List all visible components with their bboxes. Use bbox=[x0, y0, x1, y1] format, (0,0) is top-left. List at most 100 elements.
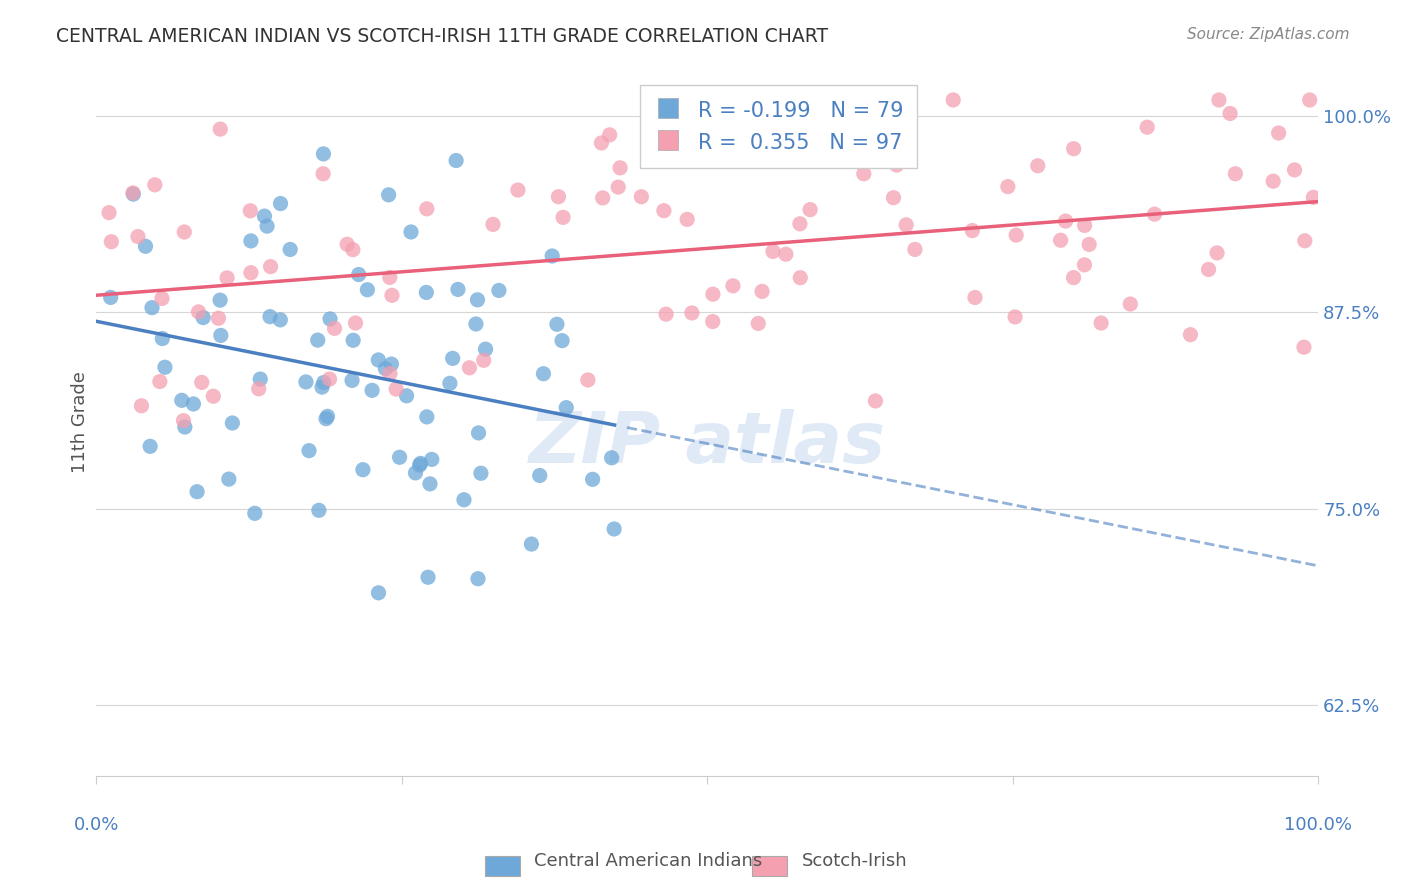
Point bbox=[217, 270, 239, 285]
Point bbox=[904, 243, 927, 257]
Point bbox=[415, 285, 437, 300]
Point bbox=[1026, 159, 1049, 173]
Legend: R = -0.199   N = 79, R =  0.355   N = 97: R = -0.199 N = 79, R = 0.355 N = 97 bbox=[640, 86, 917, 168]
Point bbox=[143, 178, 166, 192]
Point bbox=[269, 313, 291, 327]
Point bbox=[312, 376, 335, 390]
Point bbox=[315, 411, 337, 425]
Point bbox=[239, 266, 262, 280]
Point bbox=[141, 301, 163, 315]
Point bbox=[173, 225, 195, 239]
Point bbox=[247, 382, 270, 396]
Point bbox=[581, 472, 603, 486]
Point bbox=[702, 287, 724, 301]
Point bbox=[603, 522, 626, 536]
Point bbox=[865, 393, 887, 408]
Point bbox=[453, 492, 475, 507]
Point bbox=[342, 243, 364, 257]
Point bbox=[1073, 219, 1095, 233]
Point bbox=[356, 283, 378, 297]
Point bbox=[100, 235, 122, 249]
Text: 100.0%: 100.0% bbox=[1284, 815, 1353, 833]
Point bbox=[239, 203, 262, 218]
Point bbox=[551, 334, 574, 348]
Point bbox=[170, 393, 193, 408]
Point bbox=[190, 376, 212, 390]
Point bbox=[1078, 237, 1101, 252]
Point bbox=[127, 229, 149, 244]
Point bbox=[1119, 297, 1142, 311]
Point bbox=[173, 420, 195, 434]
Point bbox=[896, 218, 918, 232]
Point bbox=[1063, 270, 1085, 285]
Point bbox=[419, 476, 441, 491]
Point bbox=[666, 93, 689, 107]
Point bbox=[256, 219, 278, 234]
Point bbox=[239, 234, 262, 248]
Point bbox=[1298, 93, 1320, 107]
Point bbox=[312, 167, 335, 181]
Point bbox=[298, 443, 321, 458]
Point bbox=[405, 466, 427, 480]
Point bbox=[506, 183, 529, 197]
Point bbox=[474, 342, 496, 356]
Point bbox=[1263, 174, 1285, 188]
Point bbox=[1136, 120, 1159, 135]
Point bbox=[1090, 316, 1112, 330]
Point bbox=[191, 310, 214, 325]
Point bbox=[444, 153, 467, 168]
Point bbox=[467, 293, 489, 307]
Point bbox=[482, 218, 505, 232]
Point bbox=[789, 217, 811, 231]
Point bbox=[270, 196, 292, 211]
Point bbox=[209, 293, 232, 307]
Point bbox=[546, 318, 568, 332]
Point bbox=[576, 373, 599, 387]
Point bbox=[789, 270, 811, 285]
Point bbox=[122, 186, 145, 200]
Point bbox=[467, 572, 489, 586]
Point bbox=[997, 179, 1019, 194]
Point bbox=[1063, 142, 1085, 156]
Point bbox=[1004, 310, 1026, 324]
Point bbox=[207, 311, 229, 326]
Point bbox=[307, 333, 329, 347]
Point bbox=[361, 384, 384, 398]
Point bbox=[447, 282, 470, 296]
Text: 0.0%: 0.0% bbox=[73, 815, 120, 833]
Point bbox=[183, 397, 205, 411]
Point bbox=[153, 360, 176, 375]
Point bbox=[942, 93, 965, 107]
Point bbox=[98, 205, 121, 219]
Point bbox=[278, 243, 301, 257]
Point bbox=[458, 360, 481, 375]
Point bbox=[1143, 207, 1166, 221]
Point bbox=[316, 409, 339, 424]
Point bbox=[150, 292, 173, 306]
Point bbox=[100, 290, 122, 304]
Point bbox=[441, 351, 464, 366]
Point bbox=[747, 317, 769, 331]
Point bbox=[547, 190, 569, 204]
Point bbox=[1180, 327, 1202, 342]
Point bbox=[591, 136, 613, 150]
Point bbox=[259, 310, 281, 324]
Point bbox=[131, 399, 153, 413]
Point bbox=[555, 401, 578, 415]
Point bbox=[139, 439, 162, 453]
Point bbox=[799, 202, 821, 217]
Point bbox=[243, 506, 266, 520]
Point bbox=[630, 190, 652, 204]
Point bbox=[378, 270, 401, 285]
Point bbox=[187, 305, 209, 319]
Point bbox=[342, 334, 364, 348]
Point bbox=[308, 503, 330, 517]
Point bbox=[134, 239, 156, 253]
FancyBboxPatch shape bbox=[752, 856, 787, 876]
Point bbox=[416, 570, 439, 584]
Point bbox=[318, 372, 340, 386]
Point bbox=[367, 586, 389, 600]
Point bbox=[1219, 106, 1241, 120]
FancyBboxPatch shape bbox=[485, 856, 520, 876]
Point bbox=[408, 458, 430, 472]
